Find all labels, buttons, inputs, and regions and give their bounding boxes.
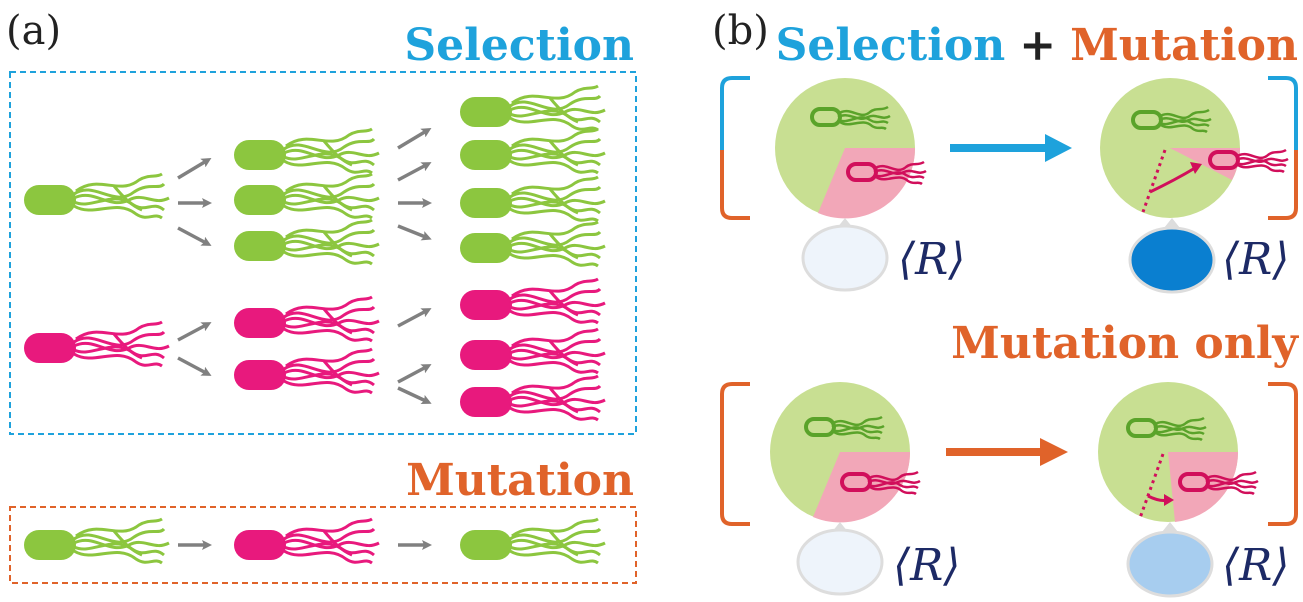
selection-box xyxy=(9,71,637,435)
selection-arrows xyxy=(177,127,432,404)
arrow-icon xyxy=(177,356,212,376)
panel-b-label: (b) xyxy=(712,8,769,54)
population-pie xyxy=(775,78,928,219)
green-bacterium-icon xyxy=(232,127,381,175)
population-pie xyxy=(1100,78,1290,218)
green-bacterium-icon xyxy=(232,218,381,266)
mutation-only-title: Mutation only xyxy=(951,318,1299,369)
pink-bacterium-icon xyxy=(232,295,381,343)
pink-bacteria-group xyxy=(22,277,607,422)
arrow-icon xyxy=(397,162,432,182)
green-bacterium-icon xyxy=(458,127,607,175)
arrow-icon xyxy=(397,308,432,328)
green-bacterium-icon xyxy=(458,517,607,565)
green-bacterium-icon xyxy=(22,517,171,565)
speech-bubble-icon xyxy=(1128,218,1216,294)
arrow-icon xyxy=(397,224,432,241)
bracket-icon xyxy=(720,150,750,220)
arrow-icon xyxy=(1045,134,1072,162)
green-bacteria-group xyxy=(22,84,607,268)
mutation-word: Mutation xyxy=(1070,20,1298,71)
speech-bubble-icon xyxy=(1126,522,1214,598)
arrow-icon xyxy=(177,157,212,180)
selection-word: Selection xyxy=(776,20,1006,71)
population-pie xyxy=(770,382,922,523)
arrow-icon xyxy=(177,322,212,342)
green-bacterium-icon xyxy=(458,220,607,268)
bracket-icon xyxy=(1268,382,1298,526)
panel-a-label: (a) xyxy=(6,8,61,54)
selection-mutation-title: Selection + Mutation xyxy=(776,20,1298,71)
arrow-icon xyxy=(1040,438,1068,466)
pink-bacterium-icon xyxy=(458,277,607,325)
mutation-box xyxy=(9,506,637,584)
speech-bubble-icon xyxy=(796,522,884,596)
mutation-title: Mutation xyxy=(406,455,634,506)
arrow-icon xyxy=(397,386,432,404)
arrow-icon xyxy=(397,364,432,384)
pink-bacterium-icon xyxy=(22,320,171,368)
bracket-icon xyxy=(720,76,750,150)
avg-r-label: ⟨R⟩ xyxy=(893,540,960,591)
bracket-icon xyxy=(720,382,750,526)
avg-r-label: ⟨R⟩ xyxy=(1222,234,1289,285)
arrow-icon xyxy=(397,127,432,150)
avg-r-label: ⟨R⟩ xyxy=(1222,540,1289,591)
bracket-icon xyxy=(1268,150,1298,220)
pink-bacterium-icon xyxy=(458,374,607,422)
plus-sign: + xyxy=(1019,20,1056,71)
green-bacterium-icon xyxy=(232,172,381,220)
population-pie xyxy=(1098,382,1260,522)
green-bacterium-icon xyxy=(458,84,607,132)
pink-bacterium-icon xyxy=(232,347,381,395)
speech-bubble-icon xyxy=(801,218,889,292)
bracket-icon xyxy=(1268,76,1298,150)
avg-r-label: ⟨R⟩ xyxy=(898,234,965,285)
pink-bacterium-icon xyxy=(458,327,607,375)
arrow-icon xyxy=(177,226,212,246)
green-bacterium-icon xyxy=(22,172,171,220)
green-bacterium-icon xyxy=(458,175,607,223)
selection-title: Selection xyxy=(404,20,634,71)
pink-bacterium-icon xyxy=(232,517,381,565)
